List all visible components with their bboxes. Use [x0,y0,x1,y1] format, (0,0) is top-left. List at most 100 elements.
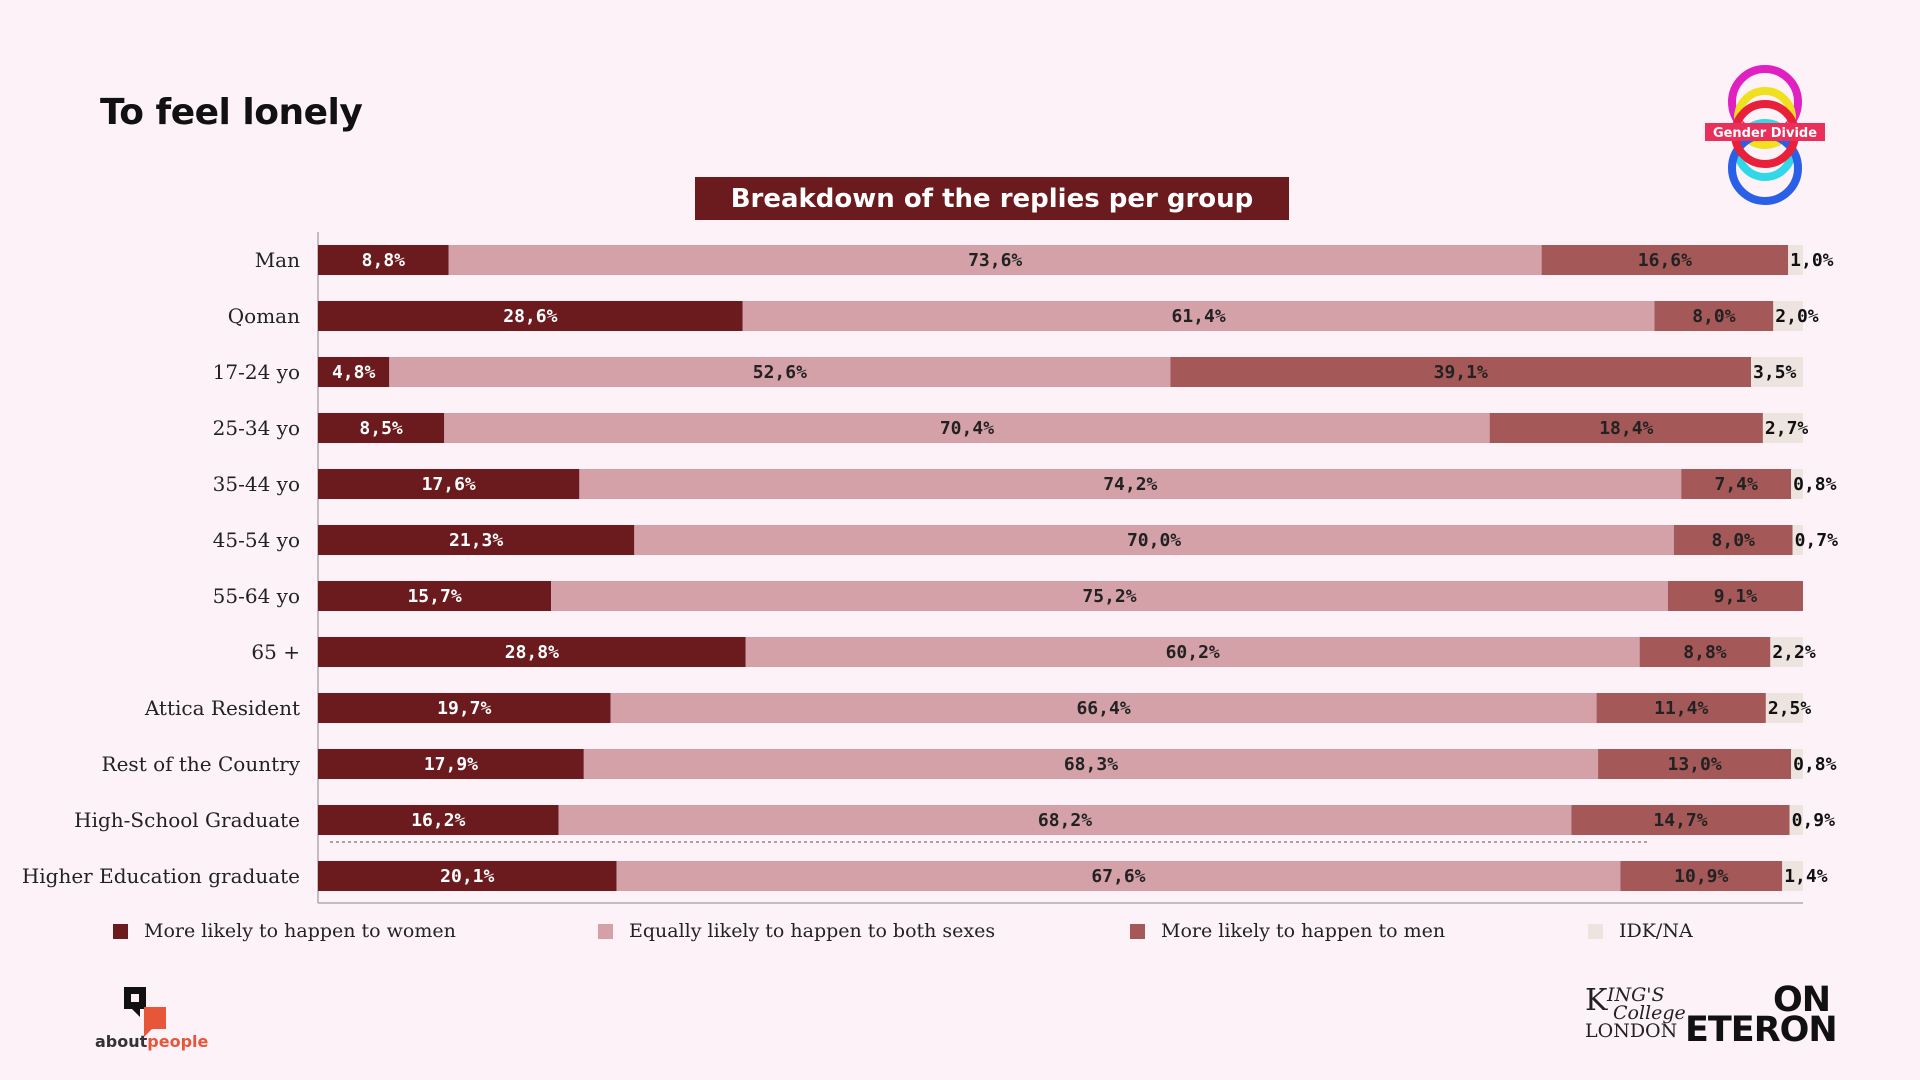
data-label-equal: 73,6% [968,250,1022,271]
data-label-equal: 70,4% [940,418,994,439]
bar-idk [1788,245,1803,275]
data-label-idk: 2,7% [1765,418,1809,439]
data-label-idk: 0,7% [1795,530,1839,551]
data-label-men: 7,4% [1714,474,1758,495]
bar-idk [1762,413,1803,443]
category-label: Attica Resident [144,696,300,720]
data-label-women: 28,8% [505,642,559,663]
data-label-women: 8,8% [362,250,406,271]
bar-equal [610,693,1597,723]
data-label-men: 8,0% [1712,530,1756,551]
legend-item-equal: Equally likely to happen to both sexes [598,920,995,942]
legend-label-equal: Equally likely to happen to both sexes [629,920,996,942]
data-label-women: 15,7% [407,586,461,607]
bar-men [1639,637,1771,667]
data-label-equal: 60,2% [1166,642,1220,663]
bar-women [318,693,611,723]
legend-swatch-men [1130,923,1145,939]
kings-k: K [1585,983,1608,1018]
bar-men [1571,805,1790,835]
data-label-equal: 68,3% [1064,754,1118,775]
bar-idk [1765,693,1803,723]
gender-divide-logo: Gender Divide [1705,65,1825,205]
bar-women [318,245,449,275]
legend-label-idk: IDK/NA [1619,920,1693,942]
data-label-women: 16,2% [411,810,465,831]
bar-equal [583,749,1599,779]
bar-women [318,301,743,331]
data-label-equal: 61,4% [1172,306,1226,327]
legend-swatch-women [113,923,128,939]
bar-men [1489,413,1763,443]
data-label-women: 20,1% [440,866,494,887]
legend-label-women: More likely to happen to women [144,920,456,942]
bar-women [318,413,445,443]
data-label-women: 4,8% [332,362,376,383]
bar-equal [558,805,1572,835]
stacked-bar-chart: Man 8,8% 73,6% 16,6% 1,0% Qoman 28,6% 61,4% 8,0%… [22,232,1839,904]
data-label-men: 16,6% [1638,250,1692,271]
category-label: Man [255,248,300,272]
legend-item-men: More likely to happen to men [1130,920,1445,942]
data-label-men: 18,4% [1599,418,1653,439]
bar-men [1598,749,1792,779]
legend-item-women: More likely to happen to women [113,920,456,942]
data-label-idk: 3,5% [1753,362,1797,383]
bar-women [318,749,584,779]
data-label-equal: 74,2% [1103,474,1157,495]
legend: More likely to happen to women Equally l… [0,920,1920,950]
data-label-men: 39,1% [1434,362,1488,383]
bar-equal [616,861,1621,891]
data-label-equal: 68,2% [1038,810,1092,831]
data-label-women: 28,6% [503,306,557,327]
category-label: 35-44 yo [213,472,300,496]
data-label-women: 19,7% [437,698,491,719]
data-label-idk: 2,5% [1768,698,1812,719]
bar-idk [1770,637,1803,667]
kings-college: College [1613,1002,1686,1024]
data-label-men: 11,4% [1654,698,1708,719]
aboutpeople-suffix: people [147,1032,209,1051]
bar-women [318,861,617,891]
bar-idk [1773,301,1803,331]
aboutpeople-logo-text: aboutpeople [95,1032,208,1051]
data-label-equal: 75,2% [1082,586,1136,607]
legend-label-men: More likely to happen to men [1161,920,1446,942]
bar-men [1667,581,1803,611]
data-label-women: 17,9% [424,754,478,775]
kings-london: LONDON [1585,1020,1678,1042]
bar-equal [551,581,1668,611]
category-label: 65 + [251,640,300,664]
bar-equal [742,301,1655,331]
data-label-equal: 67,6% [1091,866,1145,887]
bar-idk [1791,749,1803,779]
bar-equal [389,357,1171,387]
chart-title: Breakdown of the replies per group [695,177,1289,220]
eteron-logo: ON ETERON [1685,983,1838,1050]
category-label: Rest of the Country [102,752,301,776]
bar-men [1596,693,1766,723]
kings-ings: ING'S [1607,984,1665,1006]
bar-idk [1789,805,1803,835]
data-label-equal: 70,0% [1127,530,1181,551]
data-label-idk: 2,0% [1775,306,1819,327]
bar-equal [448,245,1542,275]
bar-equal [745,637,1640,667]
bar-women [318,581,552,611]
eteron-line2: ETERON [1685,1010,1838,1050]
category-label: 25-34 yo [213,416,300,440]
category-label: High-School Graduate [74,808,300,832]
page-title: To feel lonely [100,92,363,133]
data-label-idk: 0,8% [1793,754,1837,775]
bar-equal [444,413,1490,443]
data-label-women: 21,3% [449,530,503,551]
bar-men [1673,525,1793,555]
category-label: Qoman [228,304,300,328]
data-label-women: 17,6% [422,474,476,495]
data-label-men: 8,8% [1683,642,1727,663]
kings-college-logo: K ING'S College LONDON [1585,983,1686,1042]
legend-item-idk: IDK/NA [1588,920,1693,942]
aboutpeople-prefix: about [95,1032,148,1051]
data-label-women: 8,5% [359,418,403,439]
bar-women [318,805,559,835]
